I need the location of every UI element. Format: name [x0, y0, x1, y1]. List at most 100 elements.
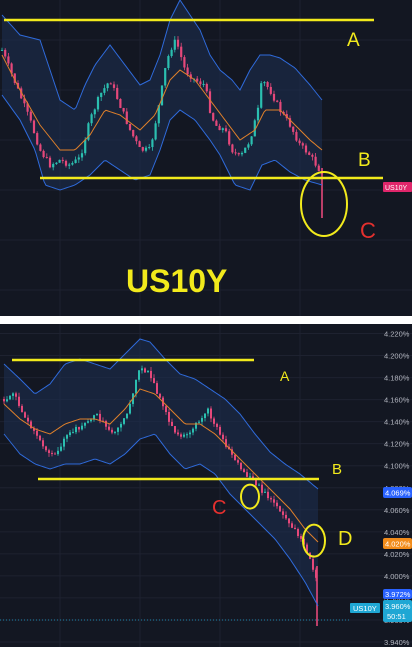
candle-body	[64, 160, 68, 166]
candle-body	[90, 419, 92, 422]
candle-body	[42, 440, 44, 447]
top-candles	[0, 36, 324, 218]
bottom-annotation-a: A	[280, 368, 290, 384]
candle-body	[7, 56, 10, 64]
candle-body	[39, 435, 41, 441]
candle-body	[106, 83, 109, 89]
candle-body	[72, 432, 74, 434]
candle-body	[132, 129, 135, 137]
candle-body	[111, 429, 113, 433]
candle-body	[221, 128, 224, 131]
lower-band-tag	[383, 589, 412, 599]
candle-body	[29, 111, 32, 121]
candle-body	[122, 107, 125, 112]
candle-body	[202, 83, 205, 85]
candle-body	[96, 97, 100, 110]
axis-tick-label: 4.120%	[384, 440, 410, 449]
bar-countdown-label: 50:51	[387, 612, 406, 621]
bottom-moving-average	[3, 388, 319, 543]
candle-body	[32, 120, 36, 134]
top-annotation-b: B	[358, 150, 371, 171]
candle-body	[225, 439, 227, 447]
candle-body	[9, 395, 11, 400]
candle-body	[180, 46, 183, 58]
candle-body	[51, 452, 53, 454]
candle-body	[39, 144, 42, 151]
candle-body	[126, 413, 128, 419]
candle-body	[195, 422, 197, 429]
candle-body	[237, 460, 239, 463]
candle-body	[77, 157, 80, 160]
candle-body	[141, 147, 144, 151]
axis-tick-label: 4.060%	[384, 506, 410, 515]
candle-body	[26, 103, 29, 112]
candle-body	[244, 147, 247, 153]
candle-body	[252, 476, 254, 479]
top-circle-c	[300, 171, 348, 237]
candle-body	[24, 412, 26, 418]
candle-body	[247, 144, 250, 148]
candle-body	[177, 432, 179, 435]
candle-body	[30, 421, 32, 429]
candle-body	[279, 101, 282, 112]
candle-body	[71, 163, 74, 165]
candle-body	[105, 421, 107, 427]
top-price-tag-label: US10Y	[385, 185, 408, 192]
bottom-circle-c	[240, 483, 260, 510]
candle-body	[80, 153, 84, 158]
candle-body	[180, 434, 182, 437]
candle-body	[157, 105, 160, 124]
candle-body	[208, 91, 212, 113]
candle-body	[288, 118, 292, 127]
candle-body	[116, 87, 119, 99]
candle-body	[240, 462, 242, 470]
candle-body	[250, 136, 253, 145]
candle-body	[114, 431, 116, 433]
candle-body	[295, 131, 298, 141]
bottom-annotation-c: C	[212, 497, 226, 519]
top-bollinger-upper	[1, 0, 323, 110]
candle-body	[291, 523, 293, 528]
axis-tick-label: 4.140%	[384, 418, 410, 427]
candle-body	[198, 421, 200, 423]
candle-body	[68, 164, 71, 166]
candle-body	[297, 528, 299, 537]
axis-tick-label: 4.180%	[384, 374, 410, 383]
candle-body	[183, 57, 186, 68]
candle-body	[123, 418, 125, 424]
candle-body	[48, 157, 52, 168]
candle-body	[128, 123, 132, 130]
candle-body	[263, 82, 266, 84]
bottom-annotation-b: B	[332, 461, 342, 478]
candle-body	[48, 450, 50, 453]
candle-body	[285, 514, 287, 519]
candle-body	[160, 85, 164, 106]
candle-body	[176, 39, 180, 47]
candle-body	[36, 133, 39, 145]
candle-body	[273, 499, 275, 503]
candle-body	[240, 152, 244, 155]
candle-body	[66, 435, 68, 439]
candle-body	[218, 125, 221, 131]
top-chart-canvas: A B C US10Y US10Y	[0, 0, 412, 316]
candle-body	[117, 427, 119, 432]
bottom-circle-d	[302, 523, 326, 558]
candle-body	[87, 123, 90, 140]
candle-body	[253, 120, 256, 137]
moving-average-tag	[383, 538, 412, 549]
candle-body	[156, 383, 158, 394]
candle-body	[120, 423, 122, 428]
candle-body	[304, 145, 308, 153]
candle-body	[243, 469, 245, 473]
candle-body	[306, 544, 308, 553]
candle-body	[292, 126, 295, 132]
bottom-chart-panel: A B C D 4.220% 4.200% 4.180% 4.160% 4.140% 4.…	[0, 324, 412, 647]
candle-body	[129, 403, 131, 414]
candle-body	[279, 506, 281, 512]
bottom-grid	[0, 324, 412, 647]
candle-body	[264, 491, 266, 493]
candle-body	[276, 502, 278, 507]
candle-body	[10, 63, 13, 74]
candle-body	[60, 446, 62, 451]
candle-body	[186, 434, 188, 436]
